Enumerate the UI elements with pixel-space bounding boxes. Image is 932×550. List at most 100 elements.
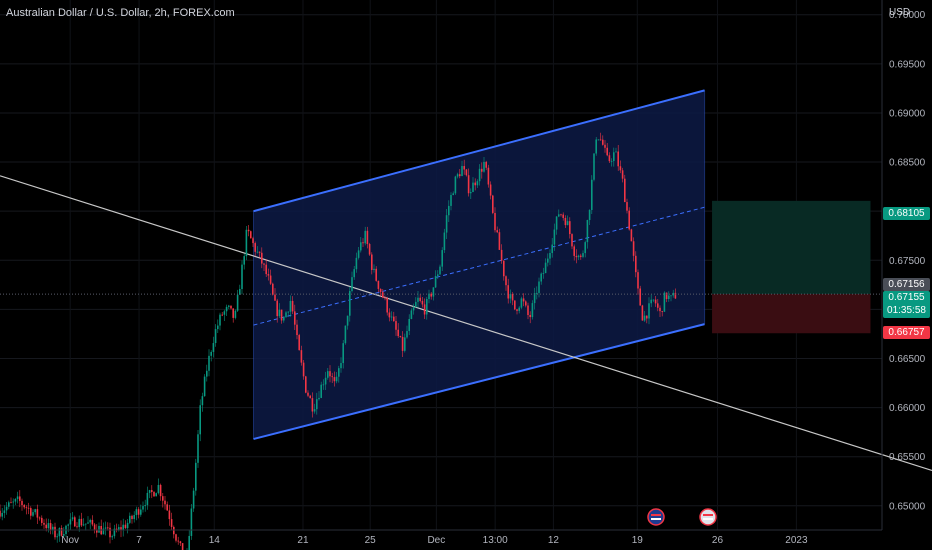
- stop-price-tag: 0.66757: [883, 326, 930, 339]
- candle-body: [410, 310, 413, 319]
- candle-body: [591, 179, 593, 210]
- us-flag-icon[interactable]: [699, 508, 717, 526]
- candle-body: [93, 524, 96, 530]
- candle-body: [267, 274, 270, 276]
- candle-body: [384, 297, 386, 299]
- candle-body: [441, 250, 443, 267]
- flag-stripe: [703, 514, 713, 516]
- channel-lower-line[interactable]: [253, 323, 705, 440]
- price-tick-label: 0.70000: [889, 10, 926, 21]
- candle-body: [118, 527, 120, 531]
- candle-body: [91, 519, 94, 525]
- candle-body: [573, 246, 575, 256]
- candle-body: [45, 524, 47, 529]
- candle-body: [461, 166, 463, 177]
- candle-body: [635, 255, 637, 273]
- candle-body: [305, 376, 307, 393]
- candle-body: [498, 232, 501, 250]
- symbol-title[interactable]: Australian Dollar / U.S. Dollar, 2h, FOR…: [6, 7, 235, 19]
- candle-body: [153, 491, 155, 497]
- time-tick-label: Nov: [61, 535, 79, 546]
- candle-body: [67, 524, 69, 526]
- candle-body: [131, 515, 133, 520]
- candle-body: [399, 336, 402, 337]
- candle-body: [85, 523, 87, 525]
- australia-flag-icon[interactable]: [647, 508, 665, 526]
- profit-zone[interactable]: [712, 200, 871, 295]
- candle-body: [467, 175, 470, 194]
- channel-upper-line[interactable]: [253, 89, 705, 213]
- candle-body: [439, 266, 441, 275]
- candle-body: [221, 314, 223, 316]
- candle-body: [63, 534, 65, 536]
- candle-body: [472, 182, 474, 193]
- candle-body: [624, 178, 626, 203]
- candle-body: [223, 311, 226, 315]
- candle-body: [665, 292, 668, 300]
- time-axis[interactable]: Nov 7 14 21 25 Dec 13:00 12 19 26 2023: [0, 529, 882, 546]
- candle-body: [276, 300, 278, 317]
- loss-zone[interactable]: [712, 294, 871, 334]
- event-markers[interactable]: [647, 508, 717, 526]
- trend-line[interactable]: [0, 175, 932, 472]
- candle-body: [232, 308, 234, 318]
- candle-body: [511, 294, 514, 301]
- candle-body: [593, 153, 595, 180]
- candle-body: [124, 524, 127, 529]
- time-tick-label: 12: [548, 535, 560, 546]
- candle-body: [388, 312, 391, 318]
- candle-body: [82, 524, 85, 526]
- candle-body: [386, 298, 388, 313]
- candle-body: [151, 490, 153, 492]
- candle-body: [456, 174, 459, 177]
- candle-body: [406, 330, 408, 338]
- candle-body: [668, 295, 670, 300]
- candle-body: [3, 510, 6, 513]
- candle-body: [8, 502, 10, 507]
- candle-body: [615, 151, 617, 153]
- event-icon-badge: [699, 508, 717, 526]
- candle-body: [463, 166, 465, 170]
- flag-stripe: [703, 518, 713, 520]
- candle-body: [434, 276, 437, 288]
- price-tick-label: 0.67500: [889, 256, 926, 267]
- candle-body: [375, 268, 377, 281]
- candle-body: [452, 193, 454, 196]
- candle-body: [5, 506, 8, 511]
- candle-body: [309, 395, 311, 399]
- candle-body: [542, 273, 545, 274]
- candle-body: [571, 234, 573, 247]
- candle-body: [566, 221, 569, 226]
- candle-body: [137, 509, 140, 515]
- candle-body: [597, 139, 600, 141]
- candle-body: [217, 325, 219, 330]
- candle-body: [562, 214, 564, 218]
- candle-body: [507, 285, 509, 299]
- currency-label[interactable]: USD: [889, 7, 911, 18]
- candle-body: [236, 294, 239, 311]
- candle-body: [21, 500, 23, 506]
- candle-body: [340, 363, 342, 369]
- time-tick-label: 21: [297, 535, 309, 546]
- candle-body: [219, 314, 221, 326]
- candle-body: [159, 484, 162, 497]
- candle-body: [617, 151, 619, 167]
- candle-body: [263, 263, 265, 265]
- trend-line-segment[interactable]: [0, 175, 932, 472]
- candle-body: [19, 496, 21, 501]
- candle-body: [168, 510, 171, 520]
- candle-body: [157, 484, 160, 494]
- candle-body: [102, 528, 105, 535]
- candle-body: [335, 376, 338, 382]
- candle-body: [140, 509, 142, 515]
- candle-body: [289, 300, 292, 312]
- candle-body: [47, 523, 50, 529]
- candle-body: [56, 536, 58, 538]
- candle-body: [177, 540, 179, 542]
- candle-body: [459, 174, 461, 177]
- candle-body: [107, 527, 109, 529]
- price-axis[interactable]: 0.700000.695000.690000.685000.680000.675…: [881, 0, 926, 530]
- candle-body: [489, 184, 492, 196]
- candle-body: [146, 492, 149, 506]
